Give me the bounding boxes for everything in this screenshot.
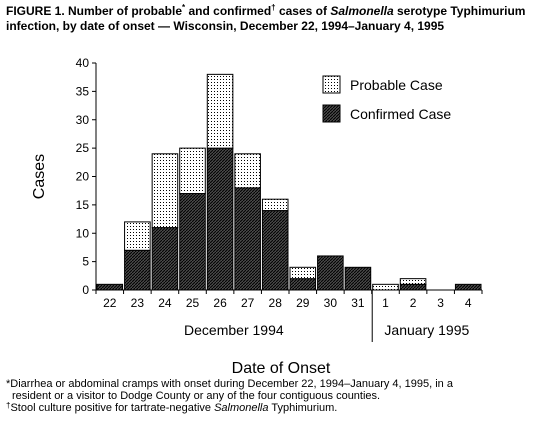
x-tick-label-24: 24 bbox=[158, 296, 172, 310]
legend: Probable Case Confirmed Case bbox=[322, 75, 451, 123]
x-tick-label-25: 25 bbox=[186, 296, 200, 310]
footnote-2: †Stool culture positive for tartrate-neg… bbox=[6, 401, 338, 415]
bar-confirmed-26 bbox=[206, 147, 234, 291]
x-tick-label-29: 29 bbox=[296, 296, 310, 310]
bar-probable-24 bbox=[151, 153, 179, 229]
bar-confirmed-22 bbox=[96, 283, 124, 291]
bar-confirmed-30 bbox=[317, 255, 344, 291]
bar-confirmed-23 bbox=[124, 249, 151, 291]
figure-title: FIGURE 1. Number of probable* and confir… bbox=[6, 3, 526, 34]
y-tick-label-5: 5 bbox=[82, 255, 89, 269]
x-tick-label-1: 1 bbox=[382, 296, 389, 310]
legend-swatch-confirmed bbox=[322, 104, 341, 123]
bar-confirmed-29 bbox=[289, 278, 317, 291]
bar-confirmed-28 bbox=[261, 210, 289, 291]
y-tick-label-20: 20 bbox=[76, 170, 90, 184]
x-tick-label-26: 26 bbox=[213, 296, 227, 310]
y-axis-title: Cases bbox=[31, 154, 48, 199]
x-tick-label-23: 23 bbox=[131, 296, 145, 310]
bar-confirmed-25 bbox=[179, 193, 206, 291]
y-tick-label-15: 15 bbox=[76, 198, 90, 212]
legend-label-probable: Probable Case bbox=[350, 77, 443, 93]
y-tick-label-35: 35 bbox=[76, 84, 90, 98]
x-tick-label-4: 4 bbox=[465, 296, 472, 310]
bar-confirmed-4 bbox=[454, 283, 482, 291]
legend-swatch-probable bbox=[322, 75, 341, 94]
x-tick-label-30: 30 bbox=[324, 296, 338, 310]
y-tick-label-0: 0 bbox=[82, 283, 89, 297]
month-label-december: December 1994 bbox=[184, 322, 284, 338]
x-tick-label-2: 2 bbox=[410, 296, 417, 310]
x-tick-label-27: 27 bbox=[241, 296, 255, 310]
x-tick-label-28: 28 bbox=[269, 296, 283, 310]
x-tick-label-22: 22 bbox=[103, 296, 117, 310]
bar-probable-23 bbox=[124, 221, 151, 251]
x-tick-label-3: 3 bbox=[437, 296, 444, 310]
y-tick-label-10: 10 bbox=[76, 226, 90, 240]
bar-confirmed-27 bbox=[234, 187, 261, 291]
x-axis-title: Date of Onset bbox=[232, 360, 331, 377]
bar-probable-2 bbox=[399, 278, 427, 285]
y-tick-label-40: 40 bbox=[76, 56, 90, 70]
bar-probable-25 bbox=[179, 147, 206, 195]
month-label-january: January 1995 bbox=[384, 322, 469, 338]
footnote-1: *Diarrhea or abdominal cramps with onset… bbox=[6, 378, 453, 402]
bar-confirmed-2 bbox=[399, 283, 427, 291]
bar-probable-28 bbox=[261, 198, 289, 212]
x-tick-label-31: 31 bbox=[351, 296, 365, 310]
y-tick-label-30: 30 bbox=[76, 113, 90, 127]
bar-probable-26 bbox=[206, 73, 234, 149]
bar-confirmed-24 bbox=[151, 227, 179, 291]
bar-probable-27 bbox=[234, 153, 261, 189]
bar-probable-1 bbox=[372, 283, 399, 291]
legend-label-confirmed: Confirmed Case bbox=[350, 106, 451, 122]
bar-probable-29 bbox=[289, 266, 317, 280]
y-tick-label-25: 25 bbox=[76, 141, 90, 155]
bar-confirmed-31 bbox=[344, 266, 372, 291]
